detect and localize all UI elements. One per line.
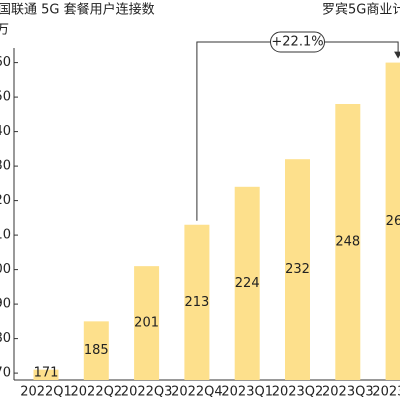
bar: [134, 266, 160, 380]
y-tick-label: 230: [0, 159, 11, 174]
value-label: 248: [335, 235, 360, 250]
x-tick-label: 2022Q2: [71, 385, 123, 400]
value-label: 171: [34, 366, 59, 381]
bar: [33, 369, 59, 380]
bar: [184, 224, 210, 380]
x-tick-label: 2023Q4: [372, 385, 400, 400]
x-tick-label: 2023Q3: [322, 385, 374, 400]
y-tick-label: 240: [0, 124, 11, 139]
x-tick-label: 2023Q1: [221, 385, 273, 400]
value-label: 232: [285, 262, 310, 277]
right-title: 罗宾5G商业计: [322, 2, 400, 18]
bar: [234, 186, 260, 380]
annotation-arrow: [394, 51, 400, 59]
x-tick-label: 2022Q3: [121, 385, 173, 400]
x-tick-label: 2023Q2: [272, 385, 324, 400]
y-tick-label: 180: [0, 331, 11, 346]
x-tick-label: 2022Q1: [20, 385, 72, 400]
bar: [385, 62, 400, 380]
annotation-box: [270, 31, 325, 53]
chart-subtitle: 万: [0, 23, 9, 38]
y-tick-label: 250: [0, 90, 11, 105]
value-label: 224: [235, 276, 260, 291]
bar: [335, 104, 361, 380]
y-tick-label: 170: [0, 366, 11, 381]
value-label: 260: [386, 214, 400, 229]
y-tick-label: 190: [0, 297, 11, 312]
y-tick-label: 200: [0, 262, 11, 277]
value-label: 201: [134, 316, 159, 331]
y-tick-label: 220: [0, 193, 11, 208]
value-label: 213: [184, 295, 209, 310]
chart-title: 国联通 5G 套餐用户连接数: [0, 2, 155, 18]
x-tick-label: 2022Q4: [171, 385, 223, 400]
bar: [285, 159, 310, 380]
annotation-label: +22.1%: [271, 35, 323, 50]
bar: [83, 321, 109, 380]
y-tick-label: 260: [0, 55, 11, 70]
value-label: 185: [84, 343, 109, 358]
y-tick-label: 210: [0, 228, 11, 243]
